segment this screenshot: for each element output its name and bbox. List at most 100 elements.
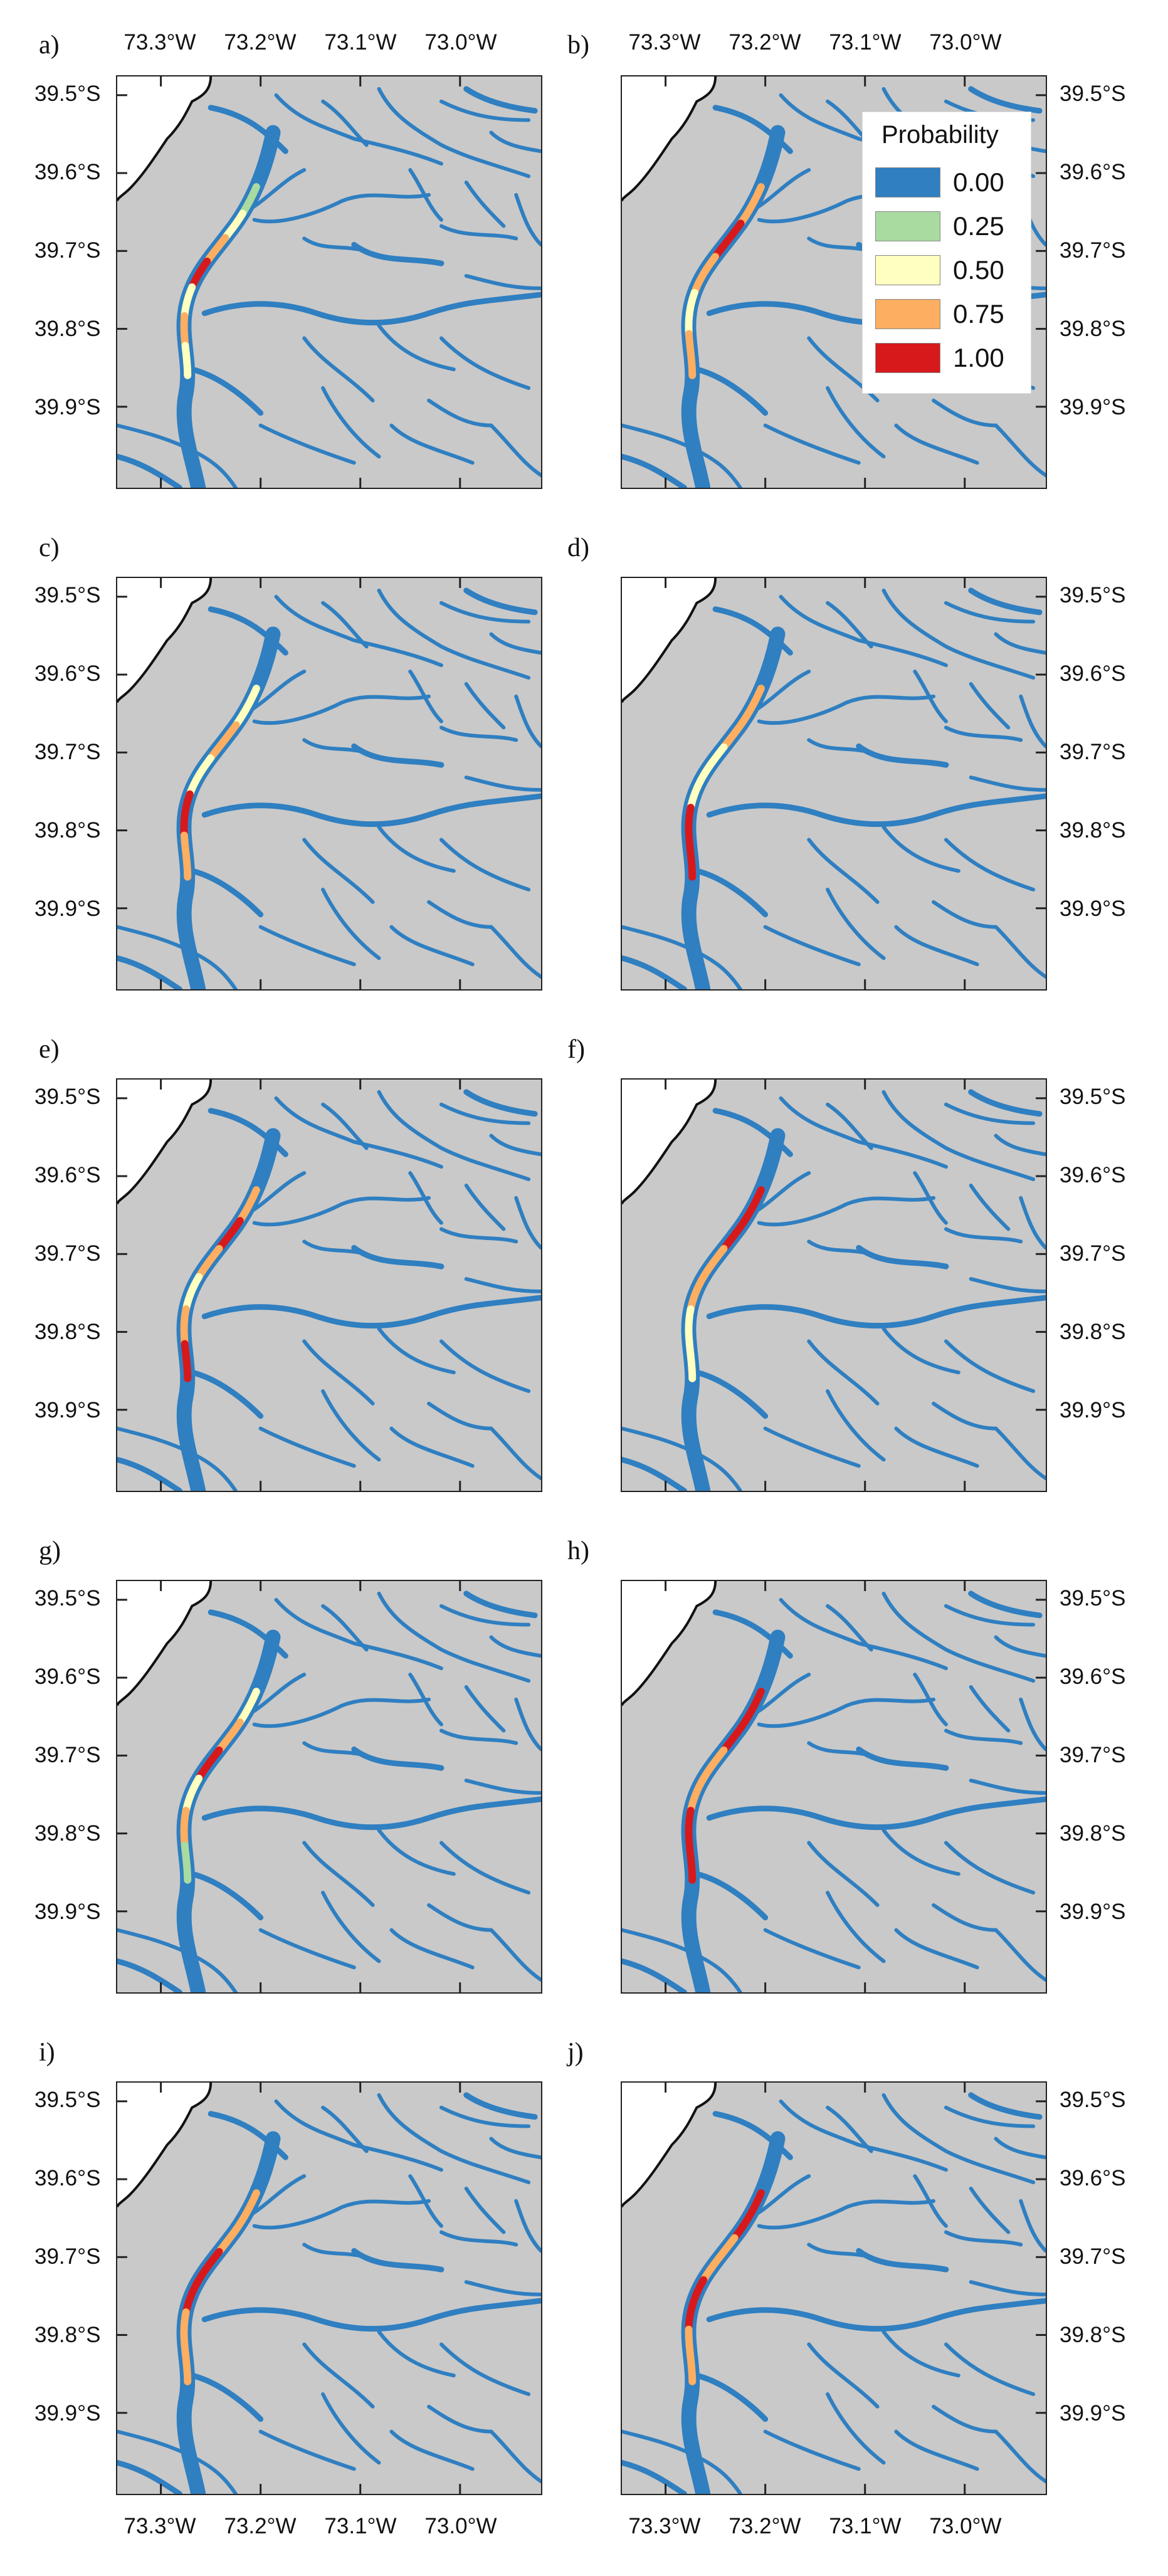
river-channel bbox=[693, 868, 769, 918]
river-channel bbox=[351, 241, 445, 266]
river-channel bbox=[464, 2186, 506, 2234]
probability-highlight bbox=[685, 630, 782, 989]
river-channel bbox=[464, 1183, 506, 1231]
river-channel bbox=[377, 87, 531, 179]
river-channel bbox=[464, 1277, 541, 1293]
river-channel bbox=[464, 681, 506, 730]
river-channel bbox=[389, 423, 475, 465]
probability-highlight bbox=[180, 1132, 277, 1491]
river-channel bbox=[779, 1096, 948, 1169]
probability-highlight bbox=[685, 1633, 782, 1992]
map-svg bbox=[117, 578, 541, 989]
river-channel bbox=[489, 1928, 541, 1982]
river-channel bbox=[117, 2459, 182, 2494]
river-channel bbox=[377, 1327, 456, 1375]
latitude-label-right: 39.6°S bbox=[1060, 1664, 1126, 1689]
river-channel bbox=[706, 1796, 1046, 1831]
legend-value-0-50: 0.50 bbox=[953, 255, 1004, 285]
sea-area bbox=[622, 1080, 716, 1204]
river-channel bbox=[944, 1227, 1023, 1244]
river-channel bbox=[706, 793, 1046, 828]
river-channel bbox=[189, 1871, 264, 1921]
coastline bbox=[622, 1581, 717, 1706]
latitude-label-left: 39.6°S bbox=[34, 160, 101, 184]
probability-highlight bbox=[180, 630, 277, 989]
river-channel bbox=[757, 1697, 936, 1728]
river-channel bbox=[351, 1746, 445, 1771]
latitude-label-left: 39.5°S bbox=[34, 2088, 101, 2112]
probability-highlight bbox=[685, 2135, 782, 2494]
latitude-label-right: 39.7°S bbox=[1060, 1241, 1126, 1266]
river-channel bbox=[757, 694, 936, 725]
river-channel bbox=[408, 168, 443, 222]
legend-swatch-0-25 bbox=[875, 211, 940, 241]
latitude-label-right: 39.5°S bbox=[1060, 1085, 1126, 1109]
river-channel bbox=[944, 1339, 1036, 1393]
river-channel bbox=[439, 2105, 531, 2128]
river-channel bbox=[969, 2186, 1011, 2234]
latitude-label-right: 39.8°S bbox=[1060, 1821, 1126, 1846]
sea-area bbox=[117, 2083, 211, 2207]
latitude-label-right: 39.6°S bbox=[1060, 2166, 1126, 2190]
river-channel bbox=[913, 670, 948, 723]
sea-area bbox=[622, 578, 716, 703]
river-channel bbox=[377, 588, 531, 680]
river-channel bbox=[881, 1327, 960, 1375]
river-channel bbox=[377, 1090, 531, 1182]
latitude-label-left: 39.7°S bbox=[34, 1743, 101, 1767]
river-channel bbox=[968, 587, 1043, 616]
river-channel bbox=[258, 423, 356, 465]
river-channel bbox=[932, 900, 998, 929]
coastline bbox=[622, 578, 717, 703]
legend-entry-0-75: 0.75 bbox=[875, 294, 1026, 334]
sea-area bbox=[117, 578, 211, 703]
latitude-label-right: 39.5°S bbox=[1060, 583, 1126, 607]
river-channel bbox=[763, 1928, 861, 1970]
river-channel bbox=[439, 336, 531, 390]
river-channel bbox=[881, 1828, 960, 1876]
river-channel bbox=[389, 1928, 475, 1970]
river-channel bbox=[969, 1277, 1046, 1293]
river-channel bbox=[489, 1426, 541, 1481]
probability-highlight bbox=[685, 630, 782, 989]
river-channel bbox=[321, 601, 369, 649]
river-channel bbox=[932, 1401, 998, 1431]
river-channel bbox=[189, 868, 264, 918]
map-panel-i bbox=[116, 2081, 542, 2495]
latitude-label-left: 39.8°S bbox=[34, 1320, 101, 1344]
river-channel bbox=[881, 825, 960, 873]
river-channel bbox=[763, 925, 861, 967]
latitude-label-left: 39.7°S bbox=[34, 238, 101, 263]
river-channel bbox=[274, 2099, 443, 2172]
river-channel bbox=[439, 1604, 531, 1627]
river-channel bbox=[807, 1841, 880, 1907]
sea-area bbox=[622, 2083, 716, 2207]
river-channel bbox=[274, 594, 443, 668]
river-channel bbox=[439, 1227, 518, 1244]
river-channel bbox=[994, 2429, 1046, 2484]
river-channel bbox=[1019, 1196, 1046, 1250]
river-channel bbox=[944, 2230, 1023, 2247]
river-channel bbox=[881, 588, 1036, 680]
river-channel bbox=[258, 1426, 356, 1468]
river-channel bbox=[463, 86, 538, 114]
river-channel bbox=[302, 1339, 375, 1406]
river-channel bbox=[489, 1635, 541, 1658]
latitude-label-right: 39.5°S bbox=[1060, 2088, 1126, 2112]
river-channel bbox=[201, 1295, 541, 1329]
river-channel bbox=[944, 2342, 1036, 2396]
coastline bbox=[622, 1080, 717, 1205]
river-channel bbox=[514, 1697, 541, 1752]
river-channel bbox=[944, 725, 1023, 742]
latitude-label-right: 39.8°S bbox=[1060, 818, 1126, 843]
river-channel bbox=[427, 2404, 493, 2434]
river-channel bbox=[826, 887, 886, 960]
river-channel bbox=[321, 2392, 381, 2465]
river-channel bbox=[463, 1590, 538, 1619]
panel-label-e: e) bbox=[39, 1035, 60, 1064]
river-channel bbox=[377, 323, 456, 372]
legend-value-0-00: 0.00 bbox=[953, 167, 1004, 197]
lon-label-bottom-left-73-0: 73.0°W bbox=[424, 2514, 497, 2538]
river-channel bbox=[489, 925, 541, 979]
river-channel bbox=[463, 587, 538, 616]
